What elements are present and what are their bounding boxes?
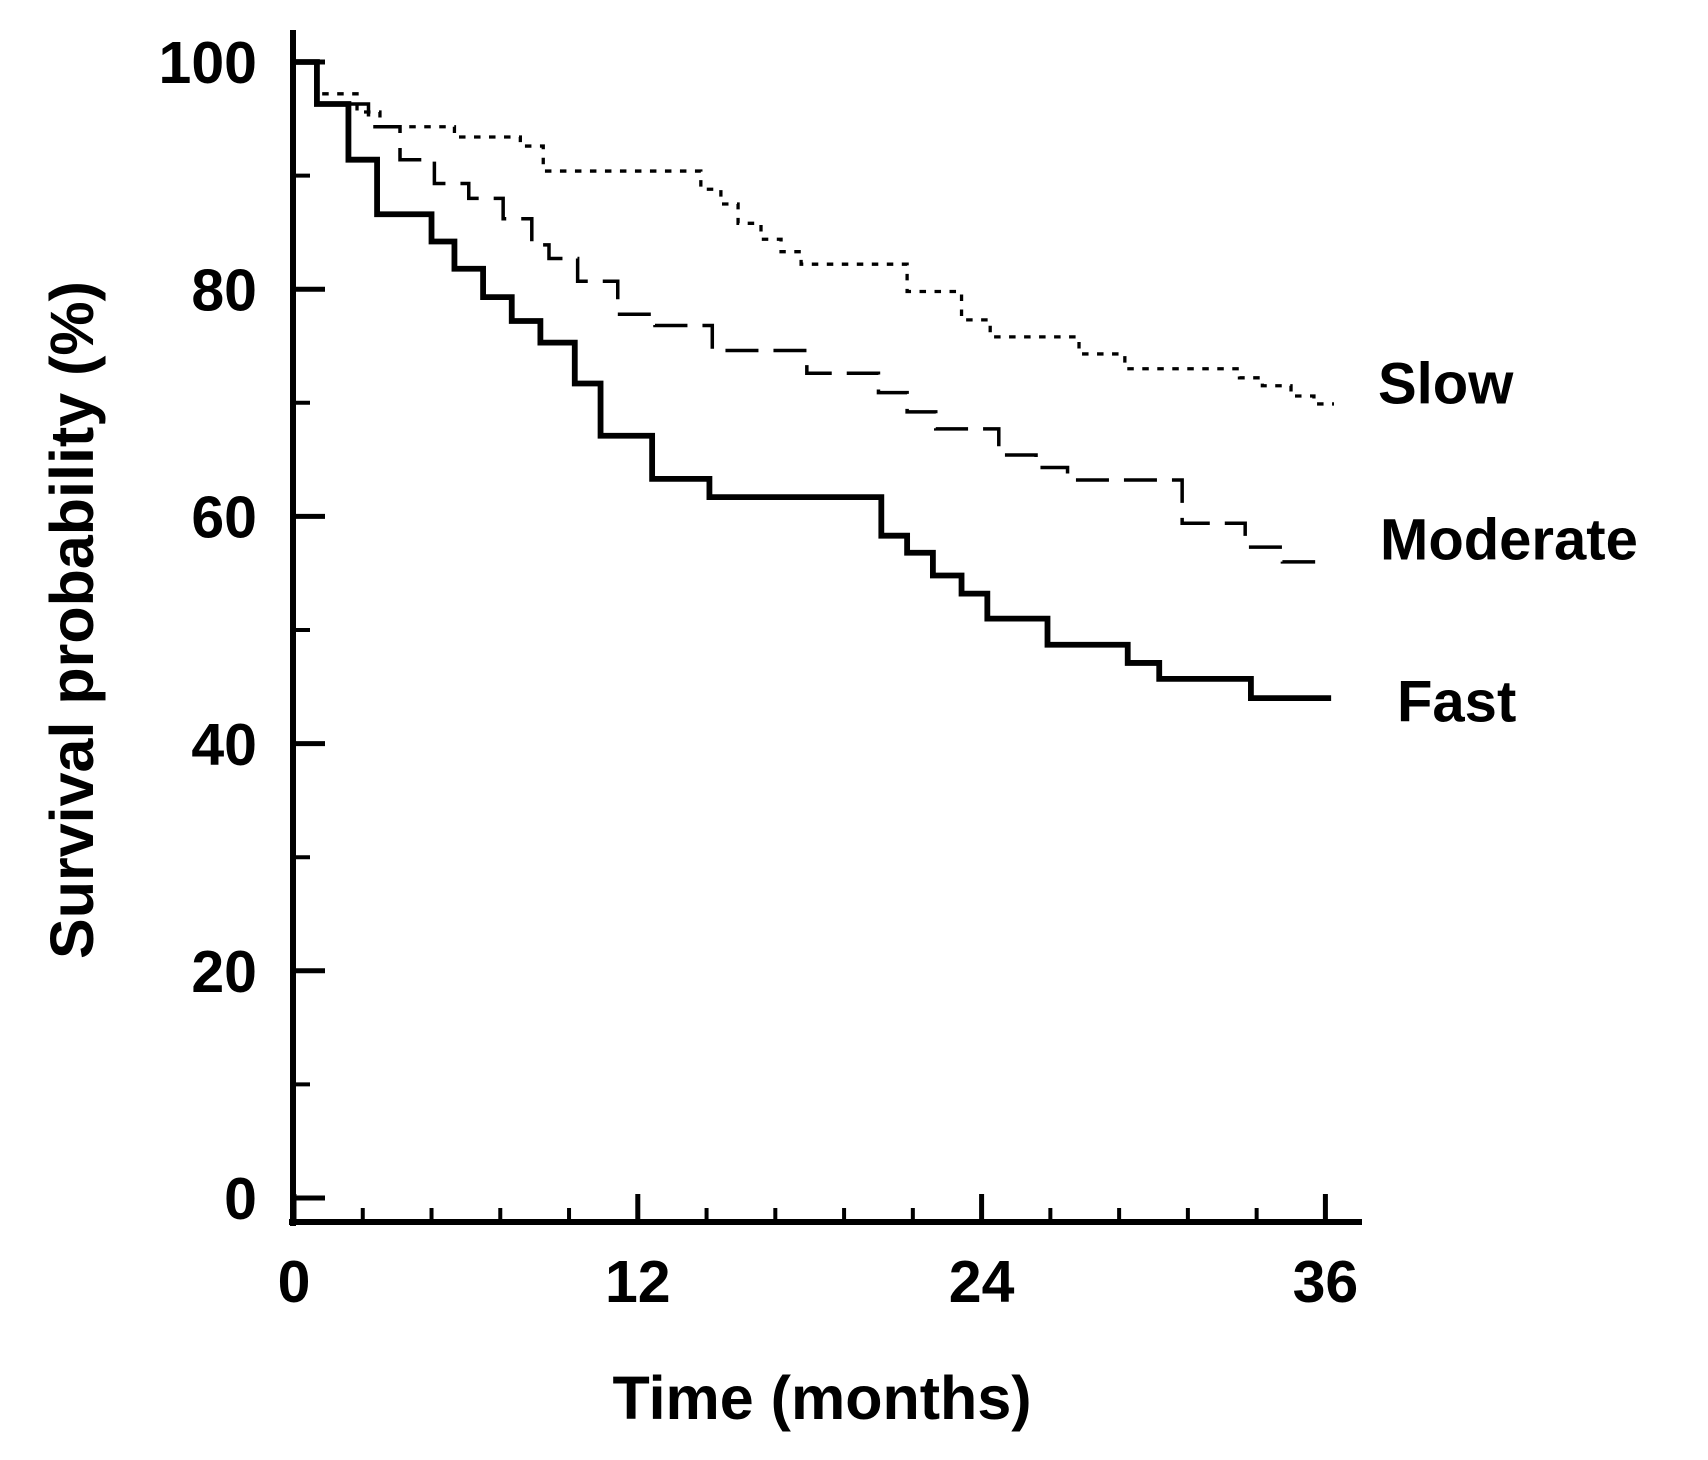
y-tick-label: 20 [191,939,257,1005]
x-tick-label: 24 [949,1249,1015,1315]
y-tick-label: 40 [191,712,257,778]
curve-fast [294,59,1332,702]
series-label-slow: Slow [1378,351,1514,417]
y-tick-label: 60 [191,485,257,551]
y-tick-label: 0 [224,1166,257,1232]
curve-moderate [294,60,1323,564]
x-tick-label: 12 [605,1249,671,1315]
x-tick-label: 36 [1293,1249,1359,1315]
x-axis-title: Time (months) [612,1364,1032,1432]
y-axis-title: Survival probability (%) [38,281,106,959]
series-label-moderate: Moderate [1380,507,1638,573]
series-label-fast: Fast [1397,669,1517,735]
y-tick-label: 80 [191,257,257,323]
y-tick-label: 100 [159,30,257,96]
curve-slow [294,60,1334,406]
x-tick-label: 0 [278,1249,311,1315]
